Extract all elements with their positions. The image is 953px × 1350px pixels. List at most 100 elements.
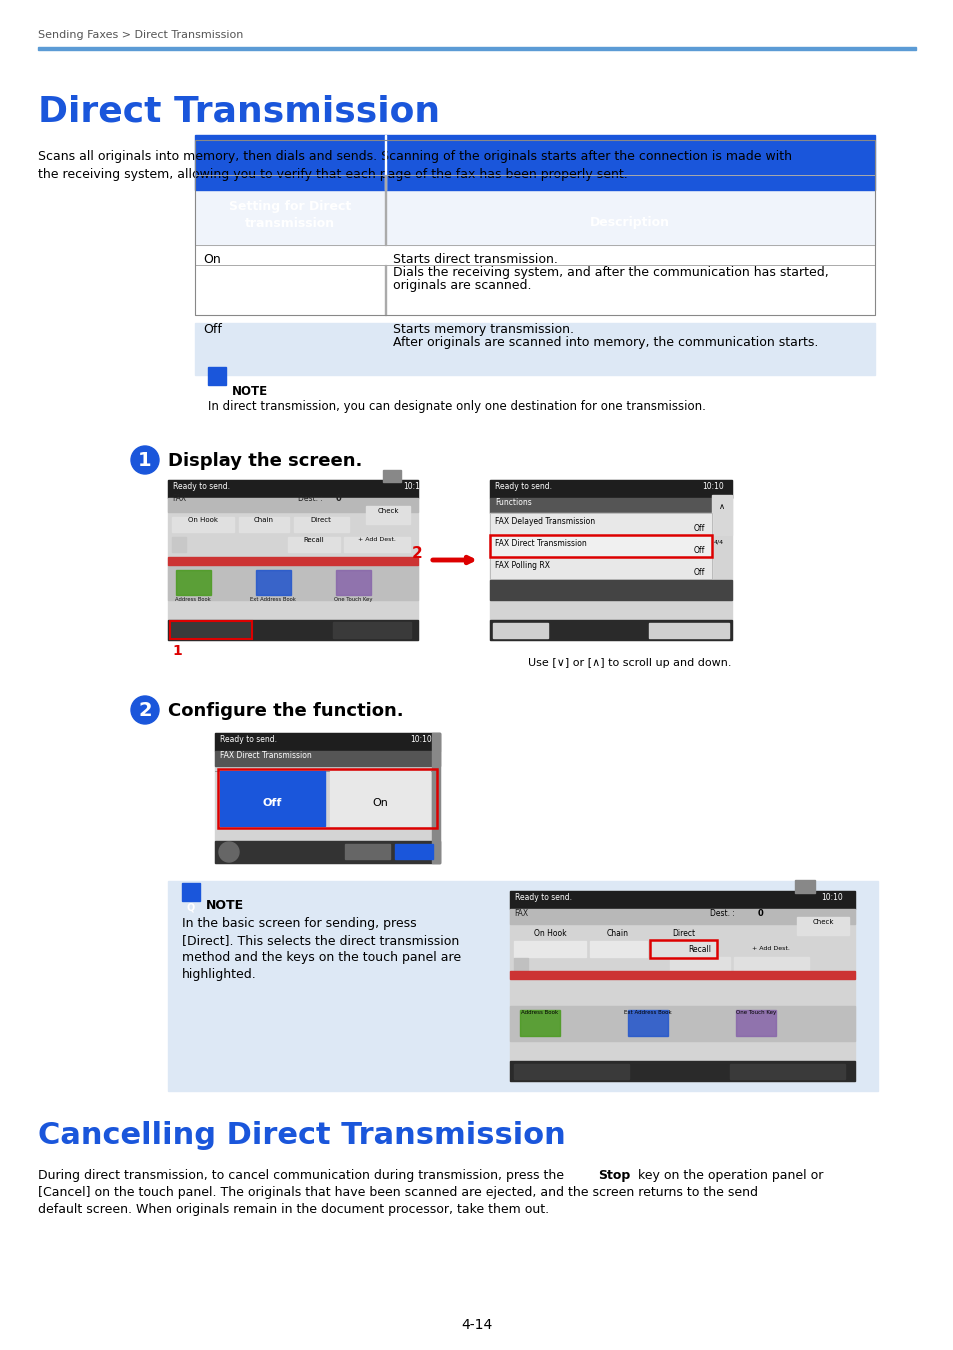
- Bar: [170, 621, 252, 639]
- Bar: [649, 940, 717, 958]
- Bar: [395, 844, 433, 859]
- Text: Stop: Stop: [598, 1169, 630, 1183]
- Bar: [214, 733, 439, 863]
- Text: FAX: FAX: [514, 909, 528, 918]
- Bar: [366, 506, 410, 524]
- Bar: [194, 176, 874, 244]
- Text: On: On: [372, 798, 388, 809]
- Text: After originals are scanned into memory, the communication starts.: After originals are scanned into memory,…: [393, 336, 818, 350]
- Bar: [490, 558, 711, 579]
- Bar: [490, 481, 731, 640]
- Bar: [733, 957, 808, 972]
- Text: Ready to send.: Ready to send.: [172, 482, 230, 491]
- Bar: [194, 323, 874, 375]
- Text: During direct transmission, to cancel communication during transmission, press t: During direct transmission, to cancel co…: [38, 1169, 567, 1183]
- Bar: [220, 771, 325, 826]
- Bar: [194, 140, 874, 315]
- Bar: [669, 957, 729, 972]
- Bar: [168, 566, 417, 599]
- Text: Starts memory transmission.: Starts memory transmission.: [393, 323, 574, 336]
- Text: 2: 2: [412, 547, 422, 562]
- Bar: [794, 880, 814, 892]
- Bar: [432, 733, 439, 863]
- Text: Recall: Recall: [688, 945, 711, 953]
- Text: Ready to send.: Ready to send.: [220, 734, 276, 744]
- Text: Off: Off: [203, 323, 222, 336]
- Bar: [382, 470, 400, 482]
- Bar: [168, 481, 417, 498]
- Text: On: On: [203, 252, 220, 266]
- Bar: [168, 620, 417, 640]
- Bar: [490, 580, 731, 599]
- Bar: [490, 481, 731, 498]
- Bar: [171, 622, 251, 639]
- Bar: [648, 622, 728, 639]
- Text: NOTE: NOTE: [206, 899, 244, 913]
- Text: + Add Dest.: + Add Dest.: [357, 537, 395, 541]
- Text: Q: Q: [187, 902, 195, 913]
- Bar: [239, 517, 289, 532]
- Text: ★ Favorites: ★ Favorites: [352, 626, 392, 633]
- Text: 1: 1: [138, 451, 152, 470]
- Text: One Touch Key: One Touch Key: [735, 1010, 776, 1015]
- Text: Scans all originals into memory, then dials and sends. Scanning of the originals: Scans all originals into memory, then di…: [38, 150, 791, 163]
- Text: Q: Q: [213, 386, 221, 396]
- Text: Starts direct transmission.: Starts direct transmission.: [393, 252, 558, 266]
- Text: Off: Off: [693, 568, 704, 576]
- Bar: [168, 558, 417, 566]
- Bar: [735, 1010, 775, 1035]
- Bar: [168, 481, 417, 640]
- Text: NOTE: NOTE: [232, 385, 268, 398]
- Bar: [294, 517, 349, 532]
- Text: 0: 0: [335, 494, 341, 504]
- Bar: [711, 495, 731, 535]
- Text: 4/4: 4/4: [713, 539, 723, 544]
- Bar: [729, 1064, 844, 1079]
- Text: One Touch Key: One Touch Key: [334, 597, 372, 602]
- Text: the receiving system, allowing you to verify that each page of the fax has been : the receiving system, allowing you to ve…: [38, 167, 627, 181]
- Text: 10:10: 10:10: [701, 482, 723, 491]
- Text: In direct transmission, you can designate only one destination for one transmiss: In direct transmission, you can designat…: [208, 400, 705, 413]
- Bar: [510, 891, 854, 1081]
- Bar: [214, 841, 439, 863]
- Text: Ext Address Book: Ext Address Book: [250, 597, 295, 602]
- Text: FAX Direct Transmission: FAX Direct Transmission: [495, 539, 586, 548]
- Bar: [194, 176, 874, 244]
- Text: key on the operation panel or: key on the operation panel or: [634, 1169, 822, 1183]
- Text: Configure the function.: Configure the function.: [168, 702, 403, 720]
- Bar: [214, 751, 439, 765]
- Text: Cancel: Cancel: [355, 849, 378, 855]
- Text: [Direct]. This selects the direct transmission: [Direct]. This selects the direct transm…: [182, 934, 458, 946]
- Bar: [345, 844, 390, 859]
- Bar: [208, 367, 226, 385]
- Circle shape: [131, 446, 159, 474]
- Text: Functions: Functions: [194, 626, 228, 633]
- Bar: [796, 917, 848, 936]
- Text: Use [∨] or [∧] to scroll up and down.: Use [∨] or [∧] to scroll up and down.: [528, 657, 731, 668]
- Text: Direct Transmission: Direct Transmission: [38, 95, 439, 130]
- Text: Display the screen.: Display the screen.: [168, 452, 362, 470]
- Text: FAX Direct Transmission: FAX Direct Transmission: [220, 751, 312, 760]
- Bar: [490, 535, 711, 558]
- Bar: [168, 882, 877, 1091]
- Text: Setting for Direct
transmission: Setting for Direct transmission: [229, 200, 351, 230]
- Text: highlighted.: highlighted.: [182, 968, 256, 981]
- Text: Off: Off: [693, 545, 704, 555]
- Text: Ready to send.: Ready to send.: [515, 892, 572, 902]
- Text: FAX: FAX: [172, 494, 186, 504]
- Bar: [385, 265, 386, 315]
- Text: In the basic screen for sending, press: In the basic screen for sending, press: [182, 917, 416, 930]
- Circle shape: [219, 842, 239, 863]
- Bar: [510, 971, 854, 979]
- Text: 1: 1: [172, 644, 182, 657]
- Bar: [218, 769, 436, 828]
- Bar: [255, 570, 291, 595]
- Text: Dest. :: Dest. :: [297, 494, 322, 504]
- Bar: [214, 733, 439, 751]
- Text: Off: Off: [693, 524, 704, 533]
- Bar: [194, 265, 874, 315]
- Text: 0: 0: [758, 909, 763, 918]
- Bar: [385, 176, 386, 244]
- Text: Add/Edit
Shortcut: Add/Edit Shortcut: [677, 625, 700, 636]
- Bar: [589, 941, 646, 957]
